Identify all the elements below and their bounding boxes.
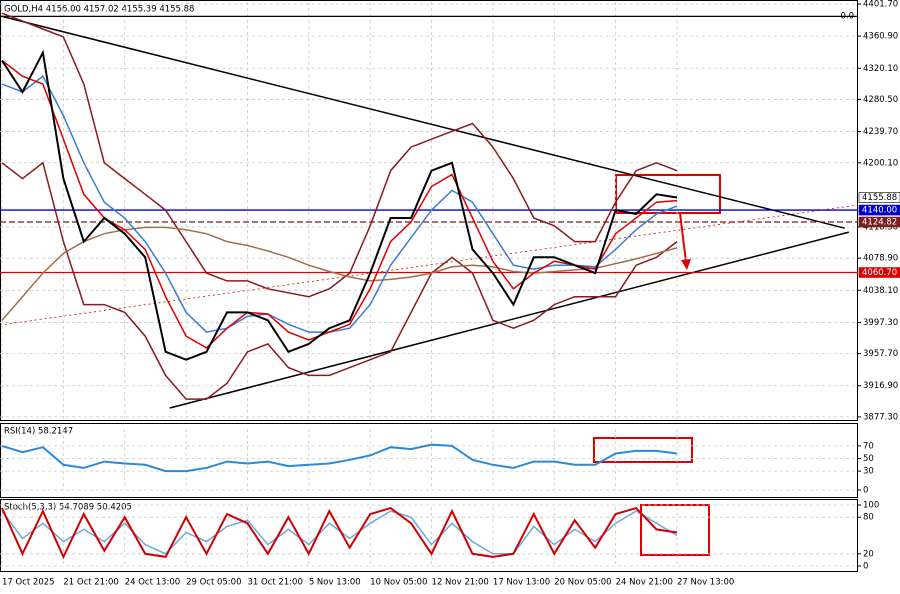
- x-tick-label: 10 Nov 05:00: [370, 578, 427, 588]
- y-tick-label: 4320.10: [863, 64, 898, 74]
- level-label: 4060.70: [862, 268, 897, 278]
- level-label: 4140.00: [862, 206, 897, 216]
- x-tick-label: 21 Oct 21:00: [63, 578, 118, 588]
- x-tick-label: 24 Nov 21:00: [616, 578, 673, 588]
- y-tick-label: 4038.10: [863, 286, 898, 296]
- series-line: [1, 443, 678, 473]
- series-line: [1, 59, 678, 349]
- rsi-title: RSI(14) 58.2147: [4, 427, 73, 437]
- level-label-box: [858, 216, 900, 228]
- y-tick-label: 0: [863, 486, 868, 496]
- x-tick-label: 12 Nov 21:00: [432, 578, 489, 588]
- y-tick-label: 50: [863, 454, 874, 464]
- y-tick-label: 3916.90: [863, 381, 898, 391]
- y-tick-label: 3877.30: [863, 412, 898, 422]
- series-line: [1, 12, 678, 298]
- y-tick-label: 4280.50: [863, 95, 898, 105]
- x-tick-label: 29 Oct 05:00: [186, 578, 241, 588]
- y-tick-label: 70: [863, 441, 874, 451]
- x-tick-label: 27 Nov 13:00: [677, 578, 734, 588]
- level-label: 4124.82: [862, 218, 897, 228]
- y-tick-label: 4401.70: [863, 0, 898, 10]
- chart-title: GOLD,H4 4156.00 4157.02 4155.39 4155.88: [4, 5, 194, 15]
- trend-line: [1, 15, 845, 229]
- level-label-box: [858, 204, 900, 216]
- level-label: 4155.88: [862, 193, 897, 203]
- series-line: [1, 161, 678, 400]
- y-tick-label: 4200.10: [863, 158, 898, 168]
- y-tick-label: 100: [863, 501, 879, 511]
- highlight-box: [615, 174, 721, 214]
- x-tick-label: 24 Oct 13:00: [125, 578, 180, 588]
- rsi-highlight-box: [593, 437, 693, 463]
- stoch-panel-frame: [0, 499, 858, 572]
- x-tick-label: 31 Oct 21:00: [247, 578, 302, 588]
- y-tick-label: 4239.70: [863, 127, 898, 137]
- y-tick-label: 20: [863, 549, 874, 559]
- y-tick-label: 4078.90: [863, 254, 898, 264]
- stoch-title: Stoch(5,3,3) 54.7089 50.4205: [4, 503, 132, 513]
- regression-line: [0, 204, 859, 326]
- series-line: [1, 49, 678, 361]
- x-tick-label: 17 Nov 13:00: [493, 578, 550, 588]
- x-tick-label: 20 Nov 05:00: [554, 578, 611, 588]
- y-tick-label: 80: [863, 513, 874, 523]
- y-tick-label: 30: [863, 467, 874, 477]
- trend-line: [169, 231, 850, 409]
- y-tick-label: 4360.90: [863, 32, 898, 42]
- series-line: [1, 506, 678, 560]
- arrow-shaft: [679, 212, 687, 263]
- y-tick-label: 3997.30: [863, 318, 898, 328]
- x-tick-label: 17 Oct 2025: [2, 578, 55, 588]
- level-label-box: [858, 267, 900, 278]
- series-line: [1, 75, 678, 333]
- stoch-highlight-box: [640, 504, 710, 556]
- arrow-head: [681, 259, 691, 270]
- y-tick-label: 3957.70: [863, 349, 898, 359]
- series-line: [1, 226, 678, 321]
- rsi-panel-frame: [0, 423, 858, 498]
- y-tick-label: 4118.50: [863, 223, 898, 233]
- level-label-box: [858, 192, 900, 203]
- y-tick-label: 0: [863, 562, 868, 572]
- x-tick-label: 5 Nov 13:00: [309, 578, 361, 588]
